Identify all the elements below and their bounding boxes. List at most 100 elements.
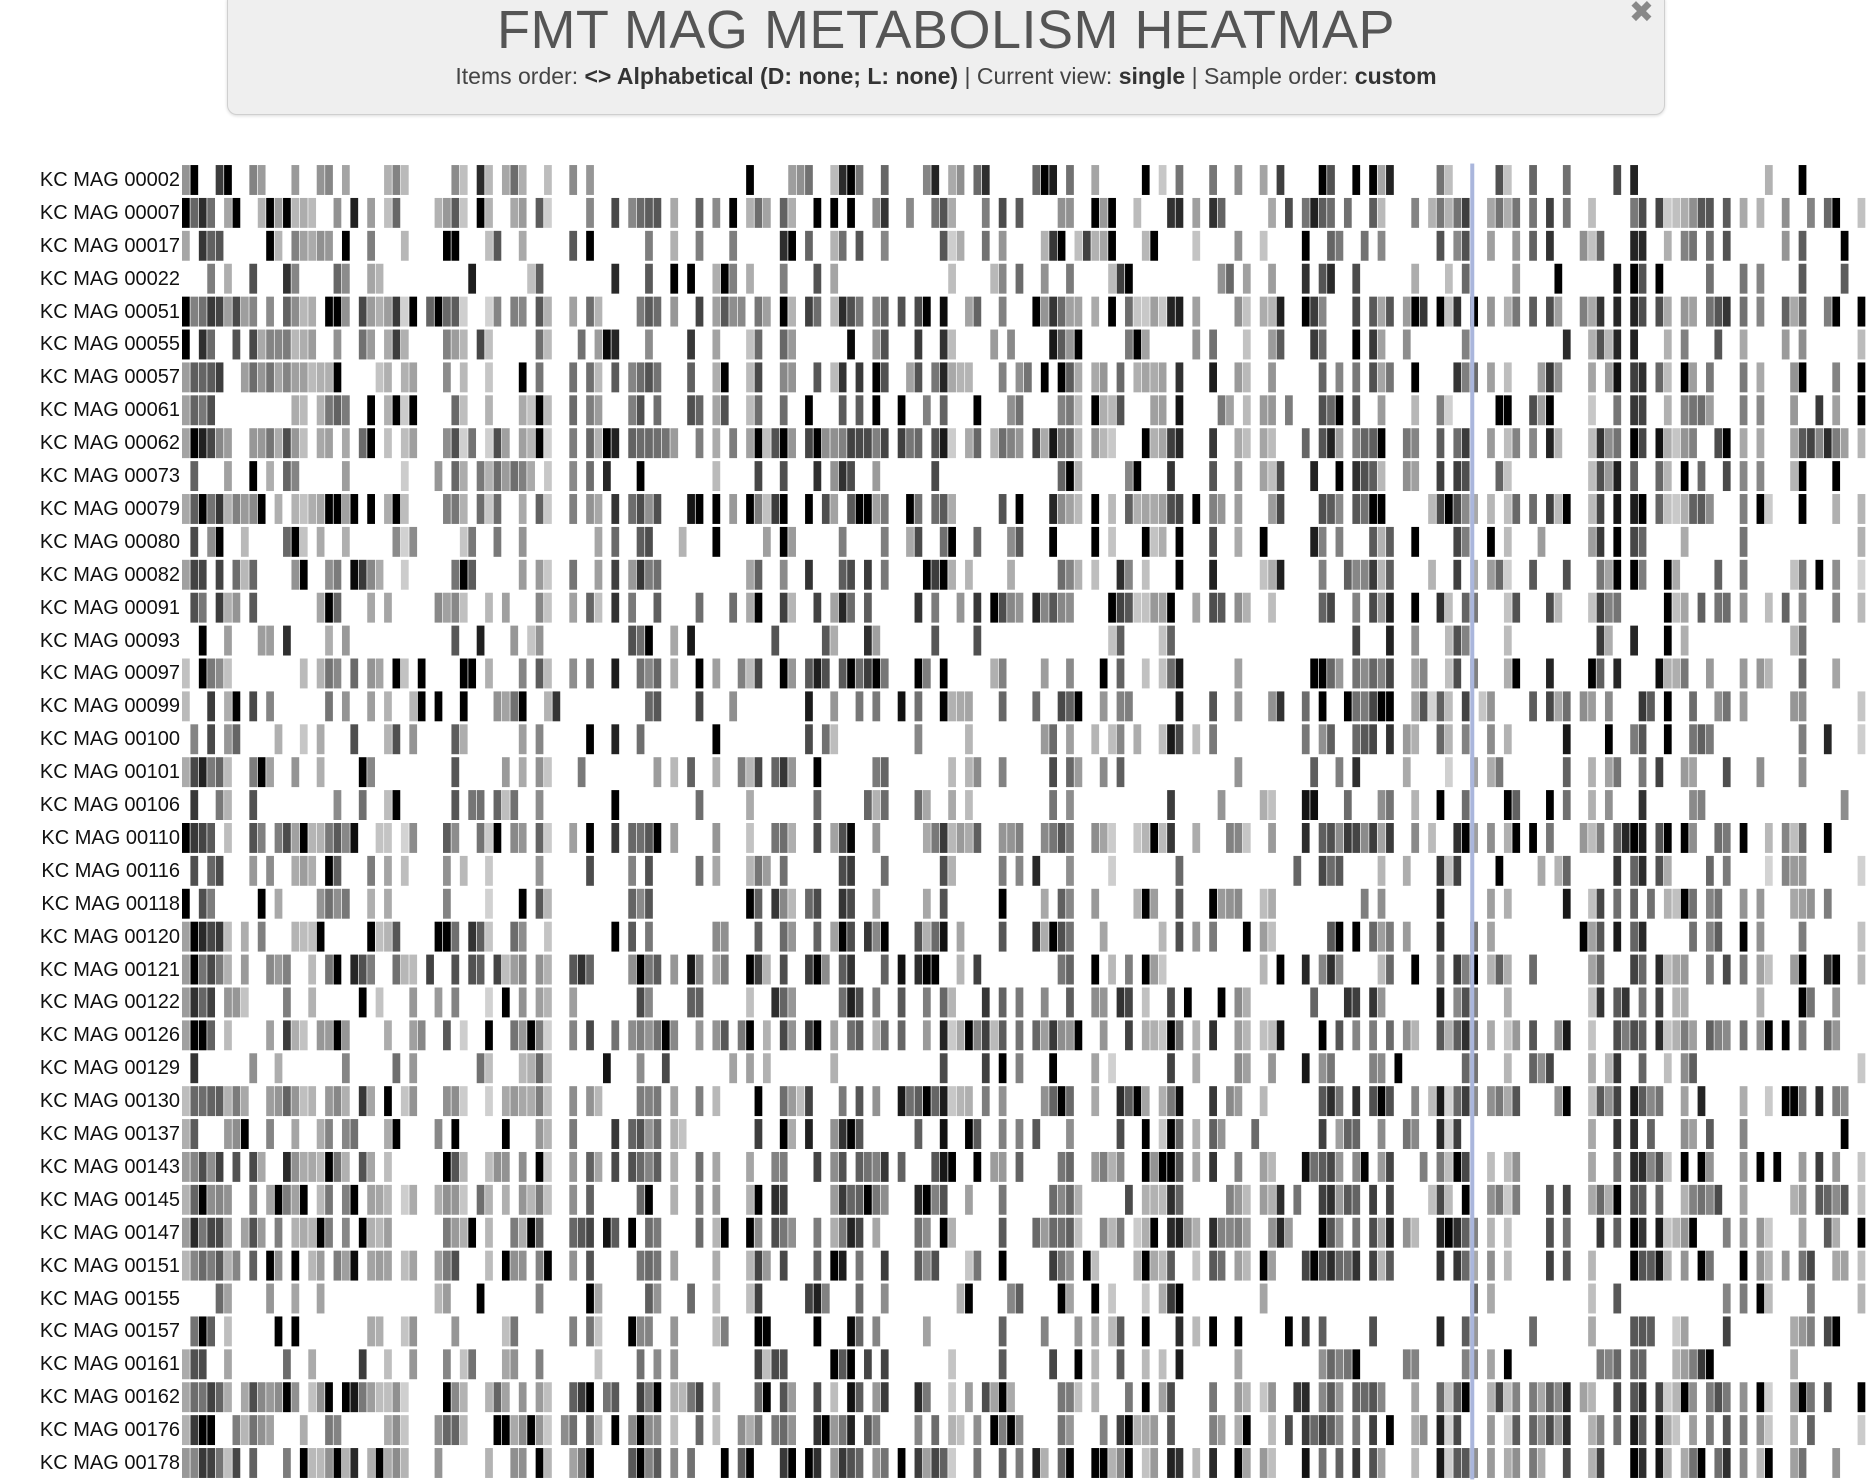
heatmap-cell[interactable] bbox=[1057, 691, 1066, 722]
heatmap-cell[interactable] bbox=[493, 526, 502, 557]
heatmap-cell[interactable] bbox=[830, 1250, 839, 1281]
heatmap-cell[interactable] bbox=[965, 1283, 973, 1314]
heatmap-cell[interactable] bbox=[1411, 691, 1420, 722]
heatmap-cell[interactable] bbox=[224, 823, 232, 853]
heatmap-cell[interactable] bbox=[316, 1250, 325, 1281]
heatmap-cell[interactable] bbox=[1697, 1250, 1706, 1281]
heatmap-cell[interactable] bbox=[1638, 823, 1647, 853]
heatmap-cell[interactable] bbox=[1798, 954, 1807, 985]
heatmap-cell[interactable] bbox=[1108, 625, 1116, 656]
heatmap-cell[interactable] bbox=[1503, 1448, 1512, 1478]
heatmap-cell[interactable] bbox=[476, 461, 485, 492]
heatmap-cell[interactable] bbox=[1689, 230, 1697, 261]
heatmap-cell[interactable] bbox=[535, 888, 544, 919]
heatmap-cell[interactable] bbox=[653, 1349, 662, 1380]
heatmap-cell[interactable] bbox=[1722, 1217, 1731, 1248]
heatmap-cell[interactable] bbox=[670, 428, 679, 459]
heatmap-cell[interactable] bbox=[779, 362, 788, 393]
heatmap-cell[interactable] bbox=[459, 1415, 468, 1446]
heatmap-cell[interactable] bbox=[1596, 1086, 1605, 1117]
heatmap-cell[interactable] bbox=[1798, 428, 1807, 459]
heatmap-cell[interactable] bbox=[695, 428, 704, 459]
heatmap-cell[interactable] bbox=[788, 428, 796, 459]
heatmap-cell[interactable] bbox=[695, 658, 704, 689]
heatmap-cell[interactable] bbox=[1276, 559, 1285, 590]
heatmap-cell[interactable] bbox=[544, 592, 552, 623]
heatmap-cell[interactable] bbox=[367, 263, 375, 294]
heatmap-cell[interactable] bbox=[939, 230, 948, 261]
heatmap-cell[interactable] bbox=[291, 1316, 300, 1347]
heatmap-cell[interactable] bbox=[350, 954, 359, 985]
heatmap-cell[interactable] bbox=[249, 263, 258, 294]
heatmap-cell[interactable] bbox=[1209, 1020, 1217, 1051]
heatmap-cell[interactable] bbox=[1503, 790, 1512, 820]
heatmap-cell[interactable] bbox=[1764, 165, 1773, 195]
heatmap-cell[interactable] bbox=[1040, 823, 1049, 853]
heatmap-cell[interactable] bbox=[240, 296, 249, 327]
heatmap-cell[interactable] bbox=[645, 1151, 653, 1182]
heatmap-cell[interactable] bbox=[409, 1184, 418, 1215]
heatmap-cell[interactable] bbox=[1680, 1382, 1689, 1413]
heatmap-cell[interactable] bbox=[1327, 1184, 1335, 1215]
heatmap-cell[interactable] bbox=[1453, 1250, 1462, 1281]
heatmap-cell[interactable] bbox=[485, 592, 493, 623]
heatmap-cell[interactable] bbox=[1360, 494, 1369, 524]
heatmap-cell[interactable] bbox=[1411, 658, 1420, 689]
heatmap-cell[interactable] bbox=[468, 658, 477, 689]
heatmap-cell[interactable] bbox=[855, 362, 864, 393]
heatmap-cell[interactable] bbox=[1798, 559, 1807, 590]
heatmap-cell[interactable] bbox=[190, 1349, 199, 1380]
heatmap-cell[interactable] bbox=[1672, 888, 1681, 919]
heatmap-cell[interactable] bbox=[1116, 1448, 1125, 1478]
heatmap-cell[interactable] bbox=[341, 1382, 350, 1413]
heatmap-cell[interactable] bbox=[1032, 1448, 1041, 1478]
heatmap-cell[interactable] bbox=[1630, 296, 1638, 327]
heatmap-cell[interactable] bbox=[1604, 1086, 1613, 1117]
heatmap-cell[interactable] bbox=[1537, 1448, 1546, 1478]
heatmap-cell[interactable] bbox=[712, 526, 721, 557]
heatmap-cell[interactable] bbox=[1411, 526, 1420, 557]
heatmap-cell[interactable] bbox=[1343, 823, 1352, 853]
heatmap-cell[interactable] bbox=[1327, 954, 1335, 985]
heatmap-cell[interactable] bbox=[1419, 691, 1428, 722]
heatmap-cell[interactable] bbox=[1360, 428, 1369, 459]
heatmap-cell[interactable] bbox=[367, 757, 375, 788]
heatmap-cell[interactable] bbox=[1512, 197, 1521, 228]
heatmap-cell[interactable] bbox=[1141, 592, 1150, 623]
heatmap-cell[interactable] bbox=[1638, 790, 1647, 820]
heatmap-cell[interactable] bbox=[821, 625, 830, 656]
heatmap-cell[interactable] bbox=[653, 757, 662, 788]
heatmap-cell[interactable] bbox=[341, 1020, 350, 1051]
heatmap-cell[interactable] bbox=[1226, 1184, 1234, 1215]
heatmap-cell[interactable] bbox=[535, 1086, 544, 1117]
heatmap-cell[interactable] bbox=[872, 329, 881, 360]
heatmap-cell[interactable] bbox=[1461, 1053, 1470, 1084]
heatmap-cell[interactable] bbox=[645, 1316, 653, 1347]
heatmap-cell[interactable] bbox=[872, 395, 881, 426]
heatmap-cell[interactable] bbox=[1453, 658, 1462, 689]
heatmap-cell[interactable] bbox=[257, 823, 266, 853]
heatmap-cell[interactable] bbox=[1655, 1250, 1664, 1281]
heatmap-cell[interactable] bbox=[535, 1151, 544, 1182]
heatmap-cell[interactable] bbox=[1588, 1415, 1596, 1446]
heatmap-cell[interactable] bbox=[998, 987, 1007, 1018]
heatmap-cell[interactable] bbox=[392, 1448, 401, 1478]
heatmap-cell[interactable] bbox=[1790, 625, 1798, 656]
heatmap-cell[interactable] bbox=[535, 197, 544, 228]
heatmap-cell[interactable] bbox=[872, 691, 881, 722]
heatmap-cell[interactable] bbox=[1781, 329, 1790, 360]
heatmap-cell[interactable] bbox=[1352, 428, 1361, 459]
heatmap-cell[interactable] bbox=[1722, 855, 1731, 886]
heatmap-cell[interactable] bbox=[384, 823, 392, 853]
heatmap-cell[interactable] bbox=[215, 559, 224, 590]
heatmap-cell[interactable] bbox=[1638, 1316, 1647, 1347]
heatmap-cell[interactable] bbox=[367, 921, 375, 952]
heatmap-cell[interactable] bbox=[493, 230, 502, 261]
heatmap-cell[interactable] bbox=[1503, 1184, 1512, 1215]
heatmap-cell[interactable] bbox=[569, 1151, 578, 1182]
heatmap-cell[interactable] bbox=[1234, 1349, 1243, 1380]
heatmap-cell[interactable] bbox=[1445, 165, 1453, 195]
heatmap-cell[interactable] bbox=[897, 395, 906, 426]
heatmap-cell[interactable] bbox=[1832, 1086, 1841, 1117]
heatmap-cell[interactable] bbox=[1546, 230, 1554, 261]
